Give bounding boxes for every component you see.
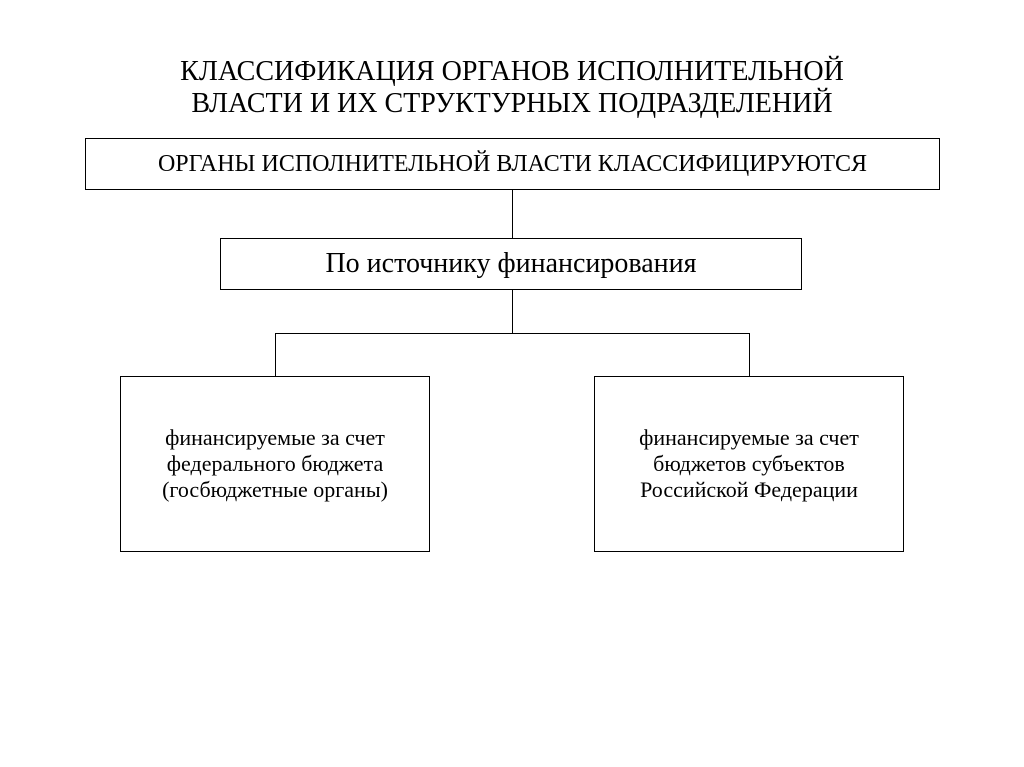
leaf-left-box: финансируемые за счет федерального бюдже… [120, 376, 430, 552]
diagram-stage: КЛАССИФИКАЦИЯ ОРГАНОВ ИСПОЛНИТЕЛЬНОЙ ВЛА… [0, 0, 1024, 767]
diagram-title: КЛАССИФИКАЦИЯ ОРГАНОВ ИСПОЛНИТЕЛЬНОЙ ВЛА… [0, 56, 1024, 120]
root-box: ОРГАНЫ ИСПОЛНИТЕЛЬНОЙ ВЛАСТИ КЛАССИФИЦИР… [85, 138, 940, 190]
criterion-box: По источнику финансирования [220, 238, 802, 290]
edge-top [512, 190, 513, 238]
edge-drop-left [275, 333, 276, 376]
edge-drop-right [749, 333, 750, 376]
leaf-right-box: финансируемые за счет бюджетов субъектов… [594, 376, 904, 552]
edge-hbar [275, 333, 749, 334]
edge-down [512, 290, 513, 333]
